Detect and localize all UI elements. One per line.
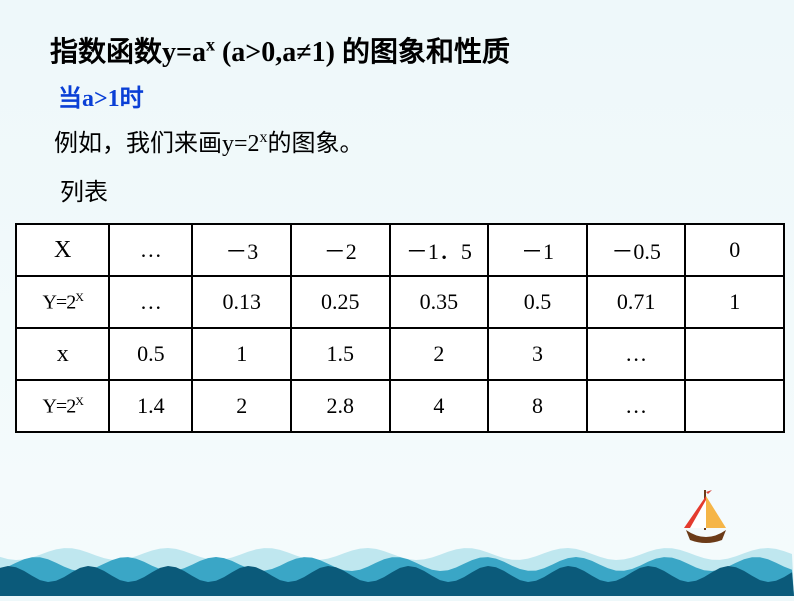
- table-cell: 3: [488, 328, 587, 380]
- table-cell: －1: [488, 224, 587, 276]
- table-row: Y=2X … 0.13 0.25 0.35 0.5 0.71 1: [16, 276, 784, 328]
- table-cell: －1．5: [390, 224, 489, 276]
- table-cell: …: [109, 224, 192, 276]
- table-cell: 0.25: [291, 276, 390, 328]
- table-cell: 1.4: [109, 380, 192, 432]
- table-cell: －3: [192, 224, 291, 276]
- table-cell: 1.5: [291, 328, 390, 380]
- table-cell: [685, 328, 784, 380]
- example-exponent: x: [260, 129, 268, 146]
- table-cell: 2: [390, 328, 489, 380]
- table-header-y2: Y=2X: [16, 380, 109, 432]
- table-cell: 8: [488, 380, 587, 432]
- table-header-x: X: [16, 224, 109, 276]
- table-cell: 0.5: [488, 276, 587, 328]
- title-exponent: x: [206, 35, 215, 55]
- data-table: X … －3 －2 －1．5 －1 －0.5 0 Y=2X … 0.13 0.2…: [15, 223, 785, 433]
- table-cell: －2: [291, 224, 390, 276]
- table-cell: …: [587, 328, 686, 380]
- table-cell: 1: [192, 328, 291, 380]
- example-prefix: 例如，我们来画y=2: [54, 131, 260, 157]
- table-row: x 0.5 1 1.5 2 3 …: [16, 328, 784, 380]
- table-cell: 1: [685, 276, 784, 328]
- example-suffix: 的图象。: [268, 131, 364, 157]
- wave-decoration: [0, 516, 794, 596]
- example-text: 例如，我们来画y=2x的图象。: [54, 123, 784, 158]
- title-prefix: 指数函数y=a: [50, 37, 206, 68]
- title-condition: (a>0,a≠1) 的图象和性质: [215, 37, 510, 68]
- table-cell: 0: [685, 224, 784, 276]
- table-header-x2: x: [16, 328, 109, 380]
- page-title: 指数函数y=ax (a>0,a≠1) 的图象和性质: [50, 30, 784, 70]
- table-cell: 2.8: [291, 380, 390, 432]
- sailboat-icon: [676, 488, 736, 548]
- table-cell: 2: [192, 380, 291, 432]
- table-cell: 0.13: [192, 276, 291, 328]
- table-cell: －0.5: [587, 224, 686, 276]
- table-cell: 0.71: [587, 276, 686, 328]
- table-header-y: Y=2X: [16, 276, 109, 328]
- subtitle: 当a>1时: [58, 78, 784, 113]
- table-cell: [685, 380, 784, 432]
- list-label: 列表: [60, 172, 784, 207]
- table-cell: …: [587, 380, 686, 432]
- table-cell: 0.35: [390, 276, 489, 328]
- table-cell: …: [109, 276, 192, 328]
- table-row: X … －3 －2 －1．5 －1 －0.5 0: [16, 224, 784, 276]
- table-cell: 4: [390, 380, 489, 432]
- table-cell: 0.5: [109, 328, 192, 380]
- table-row: Y=2X 1.4 2 2.8 4 8 …: [16, 380, 784, 432]
